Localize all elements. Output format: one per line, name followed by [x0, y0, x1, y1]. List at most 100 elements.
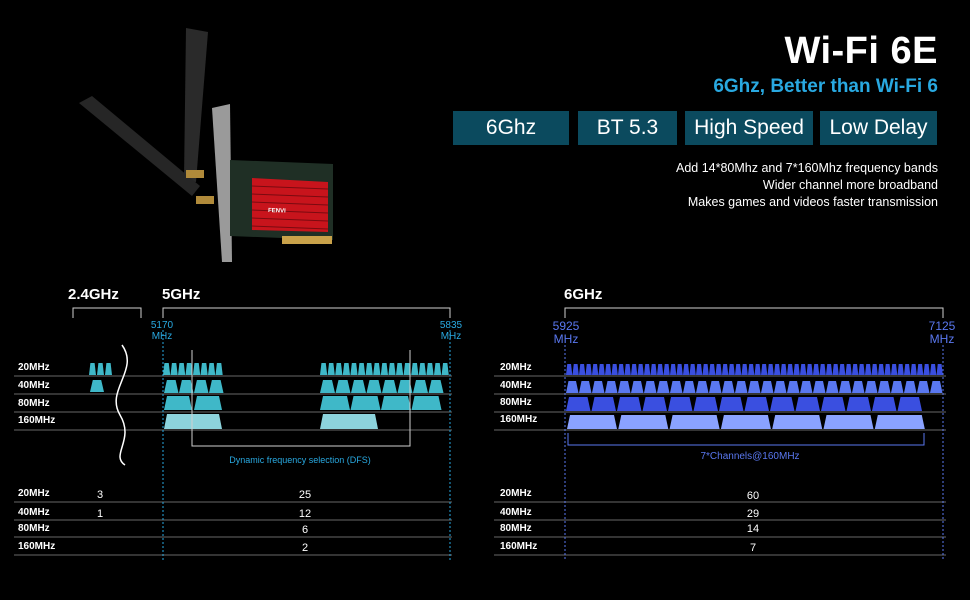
channel-6-40mhz — [644, 381, 657, 393]
channel-6-20mhz — [611, 364, 618, 375]
channels-160-bracket — [567, 433, 925, 446]
channel-5-40mhz — [194, 380, 209, 393]
channel-5-40mhz — [413, 380, 428, 393]
brand-logo: FENVI — [268, 208, 286, 215]
freq-5925-text: 5925 MHz — [552, 319, 580, 346]
channel-6-20mhz — [930, 364, 937, 375]
channel-6-20mhz — [793, 364, 800, 375]
count-5-40mhz: 12 — [298, 508, 312, 520]
channel-6-20mhz — [845, 364, 852, 375]
channel-6-20mhz — [644, 364, 651, 375]
feature-line: Add 14*80Mhz and 7*160Mhz frequency band… — [676, 161, 938, 175]
channel-5-40mhz — [382, 380, 397, 393]
channel-5-20mhz — [388, 363, 396, 375]
channel-6-80mhz — [693, 397, 718, 411]
channel-6-20mhz — [800, 364, 807, 375]
channel-6-20mhz — [780, 364, 787, 375]
channel-6-20mhz — [904, 364, 911, 375]
channel-5-20mhz — [208, 363, 216, 375]
channel-5-20mhz — [193, 363, 201, 375]
channel-6-40mhz — [904, 381, 917, 393]
channel-6-20mhz — [663, 364, 670, 375]
bracket-24ghz — [72, 307, 142, 318]
bracket-6ghz — [564, 307, 944, 318]
pill-6ghz: 6Ghz — [453, 111, 569, 145]
band-gap-wave — [115, 344, 128, 466]
channel-5-20mhz — [380, 363, 388, 375]
channel-5-160mhz — [320, 414, 378, 429]
channel-6-20mhz — [715, 364, 722, 375]
channel-6-40mhz — [670, 381, 683, 393]
channel-6-20mhz — [702, 364, 709, 375]
channel-5-20mhz — [342, 363, 350, 375]
count-5-160mhz: 2 — [301, 542, 309, 554]
channel-24-20mhz — [105, 363, 112, 375]
count-6-80mhz: 14 — [746, 523, 760, 535]
channel-6-20mhz — [858, 364, 865, 375]
channel-6-20mhz — [891, 364, 898, 375]
channel-5-80mhz — [411, 396, 442, 410]
channel-6-80mhz — [872, 397, 897, 411]
row-label-40mhz: 40MHz — [18, 380, 50, 391]
channel-5-20mhz — [335, 363, 343, 375]
channel-6-80mhz — [591, 397, 616, 411]
channel-6-40mhz — [579, 381, 592, 393]
bracket — [212, 104, 232, 262]
channel-5-40mhz — [335, 380, 351, 393]
channel-6-20mhz — [566, 364, 573, 375]
count-label-20mhz: 20MHz — [500, 488, 532, 499]
channel-6-20mhz — [618, 364, 625, 375]
row-label-40mhz: 40MHz — [500, 380, 532, 391]
channel-6-20mhz — [696, 364, 703, 375]
channel-6-80mhz — [846, 397, 871, 411]
channel-6-20mhz — [748, 364, 755, 375]
channel-6-20mhz — [774, 364, 781, 375]
channel-5-40mhz — [428, 380, 444, 393]
freq-5170: 5170 MHz — [142, 320, 182, 342]
channel-6-20mhz — [878, 364, 885, 375]
channel-5-40mhz — [164, 380, 179, 393]
antenna-connector — [186, 170, 204, 178]
channel-5-20mhz — [163, 363, 171, 375]
channel-6-40mhz — [605, 381, 618, 393]
channel-6-160mhz — [874, 415, 925, 429]
channel-6-20mhz — [689, 364, 696, 375]
channel-6-20mhz — [754, 364, 761, 375]
channel-5-20mhz — [358, 363, 366, 375]
channel-6-20mhz — [910, 364, 917, 375]
channel-5-20mhz — [396, 363, 404, 375]
channel-5-80mhz — [194, 396, 222, 410]
channel-5-20mhz — [365, 363, 373, 375]
band-label-6ghz: 6GHz — [564, 286, 603, 303]
row-label-80mhz: 80MHz — [18, 398, 50, 409]
dfs-note: Dynamic frequency selection (DFS) — [229, 455, 371, 465]
channel-6-20mhz — [579, 364, 586, 375]
count-6-20mhz: 60 — [746, 490, 760, 502]
channel-6-20mhz — [761, 364, 768, 375]
feature-line: Makes games and videos faster transmissi… — [687, 195, 938, 209]
channel-6-160mhz — [720, 415, 771, 429]
channel-5-20mhz — [200, 363, 208, 375]
pill-high-speed: High Speed — [685, 111, 813, 145]
channel-6-160mhz — [567, 415, 617, 429]
channel-6-20mhz — [897, 364, 904, 375]
antenna-right — [184, 28, 208, 182]
channel-5-80mhz — [320, 396, 350, 410]
channel-6-40mhz — [696, 381, 709, 393]
count-label-80mhz: 80MHz — [500, 523, 532, 534]
channel-6-20mhz — [637, 364, 644, 375]
channel-6-20mhz — [923, 364, 930, 375]
channel-6-20mhz — [787, 364, 794, 375]
channel-6-40mhz — [917, 381, 930, 393]
channel-5-80mhz — [381, 396, 411, 410]
channel-6-20mhz — [826, 364, 833, 375]
channel-6-80mhz — [744, 397, 769, 411]
channel-6-20mhz — [605, 364, 612, 375]
channel-6-40mhz — [800, 381, 813, 393]
channel-6-20mhz — [936, 364, 943, 375]
channel-6-40mhz — [813, 381, 826, 393]
count-label-40mhz: 40MHz — [500, 507, 532, 518]
channel-6-40mhz — [618, 381, 631, 393]
channel-24-20mhz — [97, 363, 104, 375]
channel-6-20mhz — [917, 364, 924, 375]
